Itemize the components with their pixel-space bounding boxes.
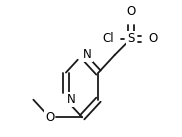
Text: O: O — [45, 111, 54, 124]
Text: S: S — [127, 32, 135, 45]
Text: O: O — [148, 32, 158, 45]
Text: Cl: Cl — [102, 32, 114, 45]
Text: N: N — [67, 93, 76, 106]
Text: N: N — [83, 48, 92, 61]
Text: O: O — [126, 5, 136, 18]
